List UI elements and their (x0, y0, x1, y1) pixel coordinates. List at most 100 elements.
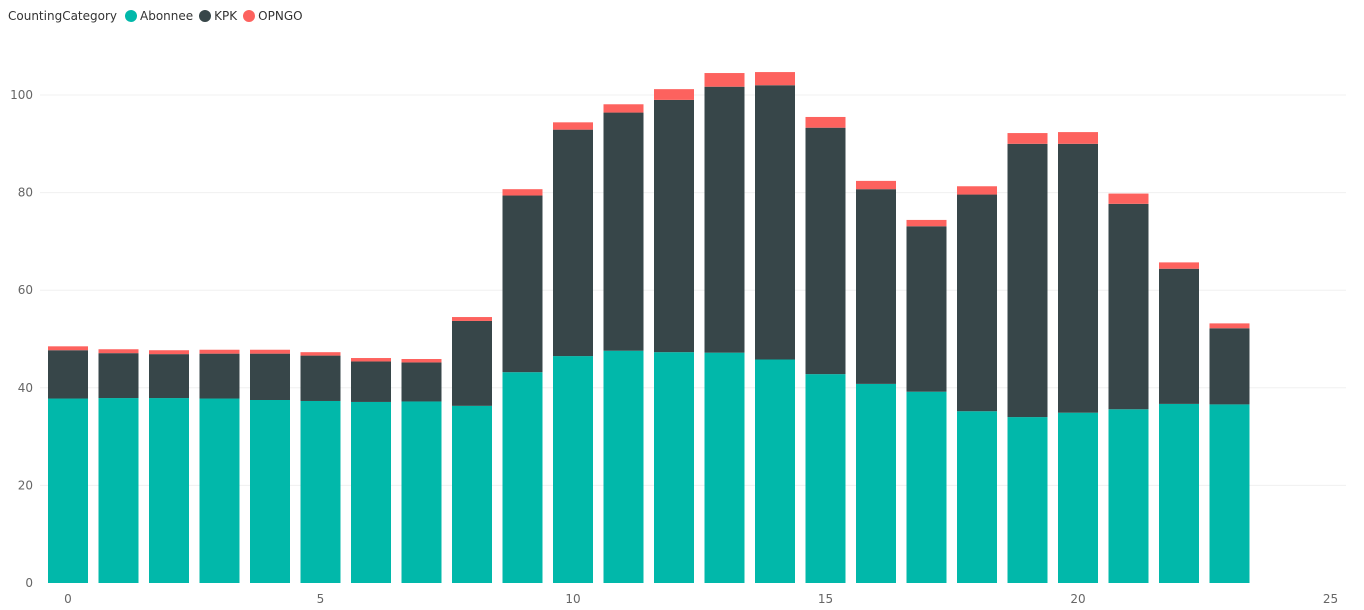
bar-opngo-1[interactable] (98, 349, 139, 354)
bar-opngo-23[interactable] (1209, 323, 1250, 329)
bar-opngo-4[interactable] (250, 349, 290, 354)
bar-stack-17[interactable] (906, 219, 947, 583)
bar-abonnee-21[interactable] (1108, 409, 1149, 583)
bar-kpk-13[interactable] (704, 86, 745, 353)
bar-stack-14[interactable] (755, 72, 795, 583)
bar-kpk-7[interactable] (401, 362, 442, 402)
bar-abonnee-0[interactable] (48, 398, 88, 583)
bar-opngo-15[interactable] (805, 116, 846, 128)
bar-stack-10[interactable] (553, 122, 593, 583)
bar-kpk-3[interactable] (199, 353, 240, 399)
x-tick-label-15: 15 (818, 592, 833, 606)
bar-stack-18[interactable] (957, 186, 997, 583)
bar-abonnee-17[interactable] (906, 391, 947, 583)
bar-stack-22[interactable] (1159, 262, 1199, 583)
bar-stack-16[interactable] (856, 180, 896, 583)
bar-abonnee-20[interactable] (1058, 412, 1098, 583)
bar-kpk-9[interactable] (502, 195, 543, 373)
bar-abonnee-13[interactable] (704, 352, 745, 583)
bar-kpk-20[interactable] (1058, 143, 1098, 413)
bar-kpk-0[interactable] (48, 350, 88, 399)
bar-opngo-0[interactable] (48, 346, 88, 351)
bar-opngo-18[interactable] (957, 186, 997, 195)
bar-abonnee-11[interactable] (603, 350, 644, 583)
bar-stack-7[interactable] (401, 359, 442, 583)
bar-stack-1[interactable] (98, 349, 139, 583)
bar-abonnee-12[interactable] (654, 352, 694, 583)
bar-opngo-12[interactable] (654, 89, 694, 100)
bar-kpk-23[interactable] (1209, 328, 1250, 405)
legend-item-opngo[interactable]: OPNGO (243, 9, 303, 23)
bar-kpk-17[interactable] (906, 226, 947, 392)
bar-abonnee-4[interactable] (250, 400, 290, 583)
bar-kpk-10[interactable] (553, 129, 593, 357)
bar-kpk-16[interactable] (856, 189, 896, 384)
bar-opngo-10[interactable] (553, 122, 593, 130)
bar-kpk-18[interactable] (957, 194, 997, 412)
bar-stack-19[interactable] (1007, 133, 1048, 583)
bar-stack-4[interactable] (250, 349, 290, 583)
bar-stack-11[interactable] (603, 104, 644, 583)
bar-kpk-19[interactable] (1007, 143, 1048, 418)
bar-opngo-17[interactable] (906, 219, 947, 227)
bar-stack-5[interactable] (300, 352, 341, 583)
bar-opngo-13[interactable] (704, 73, 745, 87)
bar-opngo-11[interactable] (603, 104, 644, 113)
bar-stack-0[interactable] (48, 346, 88, 583)
legend-item-abonnee[interactable]: Abonnee (125, 9, 193, 23)
bar-stack-23[interactable] (1209, 323, 1250, 583)
bar-abonnee-16[interactable] (856, 383, 896, 583)
bar-opngo-7[interactable] (401, 359, 442, 363)
bar-opngo-19[interactable] (1007, 133, 1048, 144)
legend-item-kpk[interactable]: KPK (199, 9, 237, 23)
bar-abonnee-9[interactable] (502, 372, 543, 583)
bar-stack-21[interactable] (1108, 193, 1149, 583)
bar-stack-6[interactable] (351, 358, 391, 583)
bar-kpk-8[interactable] (452, 320, 492, 406)
bar-abonnee-22[interactable] (1159, 403, 1199, 583)
bar-abonnee-23[interactable] (1209, 404, 1250, 583)
bar-opngo-14[interactable] (755, 72, 795, 86)
bar-abonnee-15[interactable] (805, 374, 846, 583)
bar-opngo-16[interactable] (856, 180, 896, 190)
bar-abonnee-18[interactable] (957, 411, 997, 583)
bar-kpk-14[interactable] (755, 85, 795, 360)
bar-kpk-22[interactable] (1159, 268, 1199, 404)
bar-opngo-6[interactable] (351, 358, 391, 362)
bar-opngo-22[interactable] (1159, 262, 1199, 269)
bar-opngo-2[interactable] (149, 350, 189, 355)
bar-kpk-1[interactable] (98, 353, 139, 399)
bar-stack-12[interactable] (654, 89, 694, 583)
bar-opngo-8[interactable] (452, 317, 492, 321)
bar-abonnee-19[interactable] (1007, 417, 1048, 583)
bar-opngo-20[interactable] (1058, 132, 1098, 144)
bar-stack-13[interactable] (704, 73, 745, 583)
bar-opngo-5[interactable] (300, 352, 341, 356)
bar-stack-9[interactable] (502, 189, 543, 583)
bar-stack-2[interactable] (149, 350, 189, 583)
bar-abonnee-3[interactable] (199, 398, 240, 583)
bar-abonnee-2[interactable] (149, 398, 189, 583)
bar-stack-20[interactable] (1058, 132, 1098, 583)
bar-kpk-21[interactable] (1108, 203, 1149, 410)
bar-abonnee-7[interactable] (401, 401, 442, 583)
bar-stack-8[interactable] (452, 317, 492, 583)
bar-opngo-3[interactable] (199, 349, 240, 354)
bar-abonnee-1[interactable] (98, 398, 139, 583)
bar-opngo-21[interactable] (1108, 193, 1149, 204)
bar-abonnee-6[interactable] (351, 401, 391, 583)
bar-abonnee-10[interactable] (553, 356, 593, 583)
bar-stack-15[interactable] (805, 116, 846, 583)
bar-kpk-11[interactable] (603, 112, 644, 351)
bar-kpk-12[interactable] (654, 99, 694, 353)
bar-kpk-2[interactable] (149, 354, 189, 399)
bar-opngo-9[interactable] (502, 189, 543, 196)
bar-kpk-4[interactable] (250, 353, 290, 400)
bar-abonnee-14[interactable] (755, 359, 795, 583)
bar-abonnee-8[interactable] (452, 405, 492, 583)
bar-kpk-6[interactable] (351, 361, 391, 402)
bar-abonnee-5[interactable] (300, 400, 341, 583)
bar-kpk-15[interactable] (805, 127, 846, 375)
bar-stack-3[interactable] (199, 349, 240, 583)
bar-kpk-5[interactable] (300, 355, 341, 401)
